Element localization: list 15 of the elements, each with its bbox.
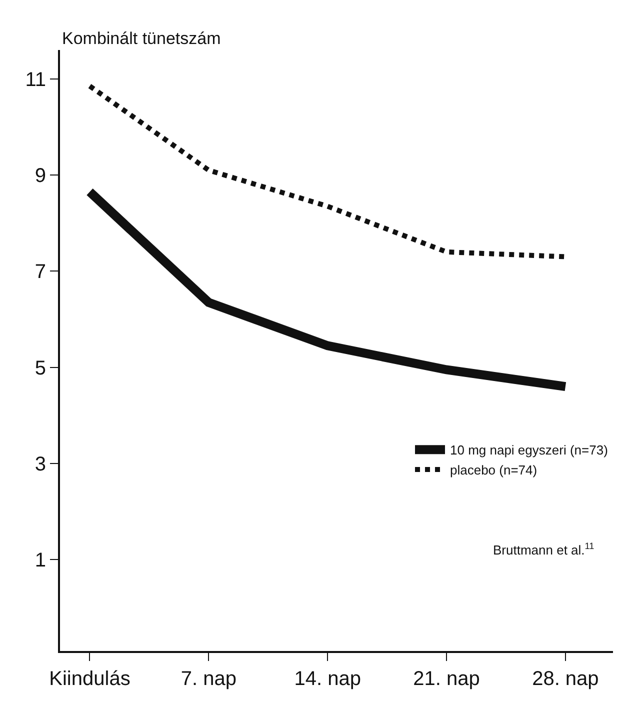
x-tick-label: 21. nap (413, 668, 480, 690)
y-tick-label: 3 (34, 453, 46, 476)
legend-label: 10 mg napi egyszeri (n=73) (450, 442, 608, 458)
x-tick-label: 28. nap (532, 668, 599, 690)
x-tick-label: Kiindulás (49, 668, 130, 690)
y-tick-label: 11 (25, 68, 46, 91)
y-tick-label: 5 (34, 357, 46, 380)
y-tick-label: 9 (34, 165, 46, 188)
x-tick-label: 7. nap (180, 668, 236, 690)
legend-label: placebo (n=74) (450, 462, 538, 478)
y-tick-label: 1 (34, 550, 46, 572)
y-tick-label: 7 (34, 261, 46, 284)
x-tick-label: 14. nap (294, 668, 361, 690)
y-axis-title: Kombinált tünetszám (62, 29, 221, 48)
annotation: Bruttmann et al.$^{11}$ (493, 541, 594, 558)
